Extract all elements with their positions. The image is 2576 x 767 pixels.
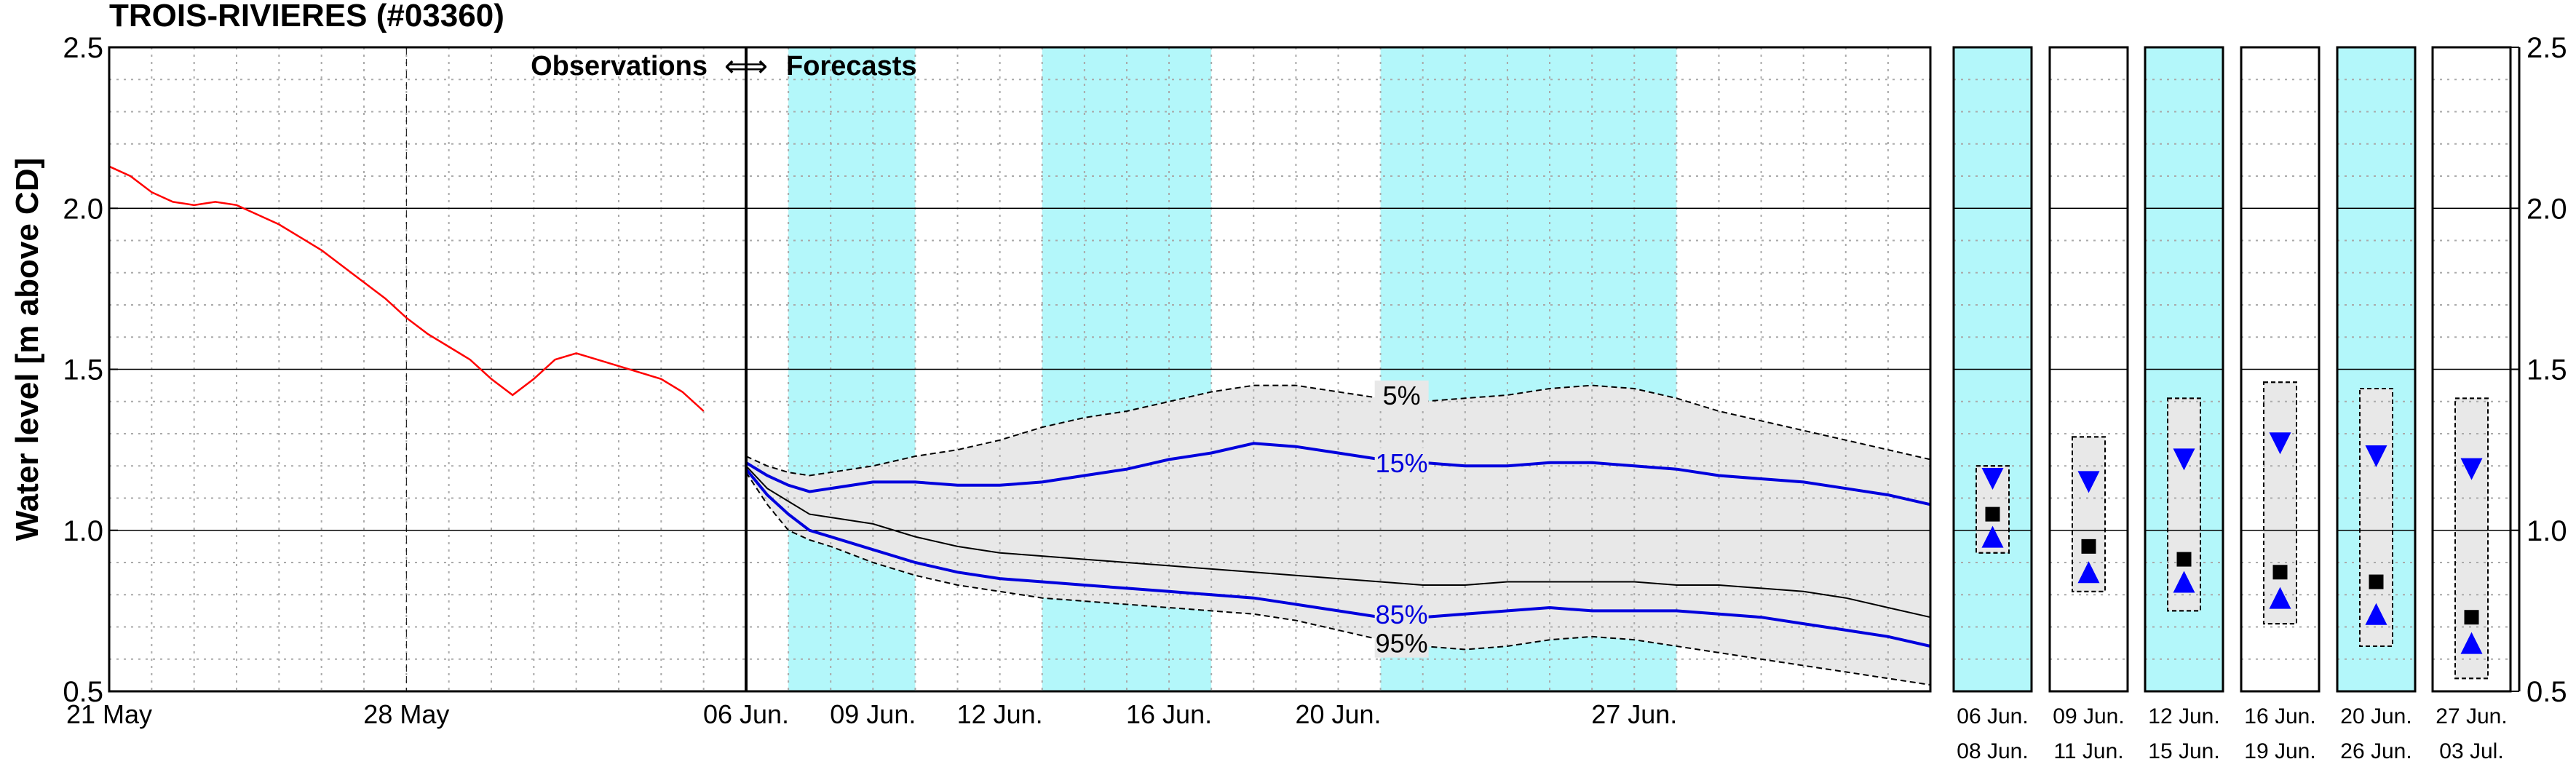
summary-panel-frame-4 <box>2336 46 2417 693</box>
panel-lower-triangle-2 <box>2173 571 2195 593</box>
series-label-15pct: 15% <box>1376 448 1428 478</box>
summary-panel-frame-3 <box>2240 46 2321 693</box>
panel-range-outline-2 <box>2167 397 2201 612</box>
panel-date-end-2: 15 Jun. <box>2148 739 2219 763</box>
panel-median-square-4 <box>2369 574 2384 589</box>
panel-range-outline-4 <box>2359 388 2393 648</box>
summary-panel-frame-2 <box>2144 46 2224 693</box>
panel-median-square-2 <box>2176 552 2192 567</box>
series-line-5pct <box>745 384 1931 477</box>
panel-range-outline-0 <box>1975 465 2010 554</box>
chart-title: TROIS-RIVIERES (#03360) <box>109 0 504 33</box>
panel-range-outline-5 <box>2454 397 2489 680</box>
panel-range-outline-1 <box>2072 436 2106 592</box>
panel-date-start-4: 20 Jun. <box>2340 704 2411 728</box>
y-tick-label-right: 0.5 <box>2527 676 2567 708</box>
x-tick-label-forecast: 20 Jun. <box>1295 699 1381 729</box>
panel-date-end-3: 19 Jun. <box>2244 739 2315 763</box>
panel-median-square-1 <box>2081 539 2096 554</box>
panel-lower-triangle-5 <box>2460 632 2483 654</box>
y-tick-label-left: 2.5 <box>63 32 103 64</box>
x-tick-label-observation: 21 May <box>66 699 152 729</box>
series-line-95pct <box>745 472 1931 686</box>
x-tick-label-forecast: 06 Jun. <box>703 699 789 729</box>
x-tick-label-forecast: 12 Jun. <box>957 699 1043 729</box>
panel-lower-triangle-4 <box>2365 603 2387 625</box>
panel-lower-triangle-0 <box>1981 525 2004 548</box>
y-axis-label: Water level [m above CD] <box>9 158 45 541</box>
y-tick-label-left: 1.0 <box>63 515 103 547</box>
panel-date-end-0: 08 Jun. <box>1957 739 2028 763</box>
observation-line <box>108 165 705 412</box>
series-label-85pct: 85% <box>1376 600 1428 629</box>
panel-date-end-4: 26 Jun. <box>2340 739 2411 763</box>
y-tick-label-left: 0.5 <box>63 676 103 708</box>
series-line-15pct <box>745 442 1931 506</box>
x-tick-label-observation: 28 May <box>363 699 449 729</box>
observations-label: Observations <box>531 51 708 82</box>
panel-date-end-1: 11 Jun. <box>2053 739 2123 763</box>
panel-median-square-3 <box>2272 565 2288 580</box>
panel-upper-triangle-3 <box>2269 432 2291 455</box>
series-label-5pct: 5% <box>1383 381 1421 410</box>
panel-upper-triangle-2 <box>2173 448 2195 471</box>
panel-median-square-5 <box>2464 610 2479 625</box>
series-label-95pct: 95% <box>1376 629 1428 659</box>
series-label-bg <box>1374 448 1429 477</box>
panel-range-box-5 <box>2454 397 2489 680</box>
panel-date-start-0: 06 Jun. <box>1957 704 2028 728</box>
series-label-bg <box>1374 380 1429 410</box>
panel-lower-triangle-1 <box>2077 561 2100 584</box>
panel-date-start-3: 16 Jun. <box>2244 704 2315 728</box>
forecasts-label: Forecasts <box>786 51 917 82</box>
panel-date-end-5: 03 Jul. <box>2439 739 2503 763</box>
panel-upper-triangle-1 <box>2077 471 2100 493</box>
y-tick-label-right: 1.5 <box>2527 354 2567 386</box>
panel-lower-triangle-3 <box>2269 587 2291 609</box>
panel-range-outline-3 <box>2263 381 2297 625</box>
y-tick-label-right: 2.0 <box>2527 193 2567 225</box>
y-tick-label-left: 2.0 <box>63 193 103 225</box>
series-label-bg <box>1374 599 1429 629</box>
panel-date-start-2: 12 Jun. <box>2148 704 2219 728</box>
x-tick-label-forecast: 27 Jun. <box>1591 699 1677 729</box>
panel-date-start-1: 09 Jun. <box>2053 704 2124 728</box>
panel-upper-triangle-5 <box>2460 458 2483 480</box>
panel-upper-triangle-0 <box>1981 467 2004 490</box>
panel-date-start-5: 27 Jun. <box>2436 704 2507 728</box>
panel-median-square-0 <box>1985 506 2000 522</box>
y-tick-label-right: 2.5 <box>2527 32 2567 64</box>
observations-forecasts-arrow: ⟺ <box>724 49 768 83</box>
x-tick-label-forecast: 09 Jun. <box>830 699 916 729</box>
series-label-bg <box>1374 628 1429 658</box>
summary-panel-frame-0 <box>1952 46 2033 693</box>
series-line-85pct <box>745 468 1931 648</box>
panel-upper-triangle-4 <box>2365 445 2387 467</box>
plot-layer: 5% 15% 85%95% 0.5 0.5 1.0 1.0 1.5 1.5 2.0 2.0 2.5 2.… <box>63 32 2567 763</box>
y-tick-label-left: 1.5 <box>63 354 103 386</box>
y-tick-label-right: 1.0 <box>2527 515 2567 547</box>
x-tick-label-forecast: 16 Jun. <box>1126 699 1212 729</box>
summary-panel-frame-1 <box>2048 46 2129 693</box>
series-line-median <box>745 465 1931 619</box>
